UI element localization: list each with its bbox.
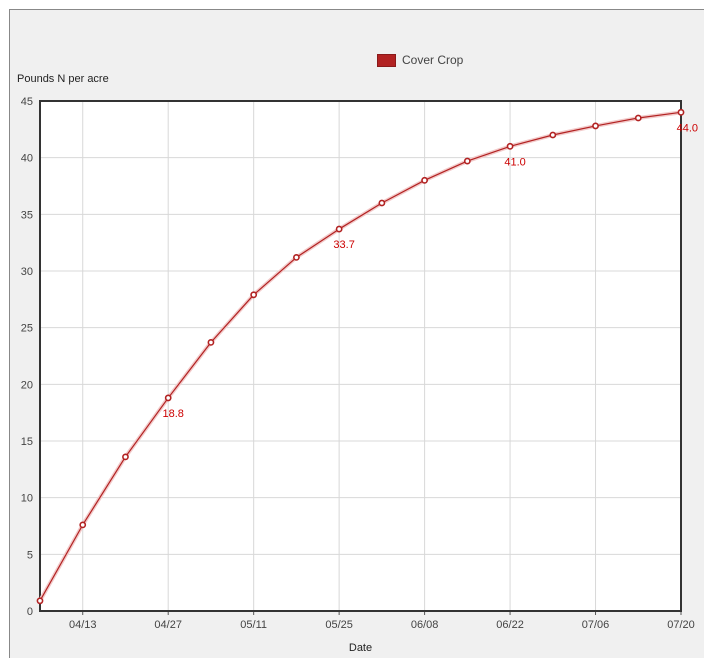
x-tick-label: 06/08 [411, 619, 439, 631]
data-point [421, 176, 428, 184]
data-point [250, 291, 258, 299]
data-point [122, 453, 129, 461]
y-tick-label: 30 [21, 266, 33, 278]
data-point [463, 157, 471, 165]
x-tick-label: 07/06 [582, 619, 610, 631]
plot-area [40, 101, 681, 611]
data-point [549, 131, 557, 139]
x-tick-label: 04/13 [69, 619, 97, 631]
y-tick-label: 10 [21, 493, 33, 505]
legend-label: Cover Crop [402, 53, 464, 67]
plot-border [39, 100, 682, 612]
data-point [164, 394, 172, 402]
y-tick-label: 20 [21, 379, 33, 391]
x-tick-label: 05/25 [325, 619, 353, 631]
data-point [592, 122, 599, 130]
data-point [634, 114, 642, 122]
data-point [378, 199, 386, 207]
series-line [39, 111, 682, 602]
data-label: 18.8 [162, 408, 183, 420]
data-point [292, 253, 300, 261]
data-point [79, 521, 87, 529]
x-tick-label: 07/20 [667, 619, 695, 631]
data-point [677, 108, 685, 116]
y-tick-label: 45 [21, 96, 33, 108]
y-tick-label: 25 [21, 323, 33, 335]
data-label: 44.0 [677, 122, 698, 134]
y-tick-label: 40 [21, 153, 33, 165]
y-tick-label: 35 [21, 209, 33, 221]
data-label: 33.7 [333, 239, 354, 251]
x-tick-label: 05/11 [240, 619, 267, 631]
data-point [36, 597, 44, 605]
x-tick-label: 04/27 [154, 619, 182, 631]
legend-swatch [377, 53, 396, 67]
data-label: 41.0 [504, 156, 525, 168]
y-tick-label: 0 [27, 606, 33, 618]
x-tick-label: 06/22 [496, 619, 524, 631]
data-point [335, 225, 343, 233]
y-tick-label: 5 [27, 549, 33, 561]
y-tick-label: 15 [21, 436, 33, 448]
x-axis-title: Date [349, 642, 372, 654]
data-point [506, 142, 514, 150]
data-point [207, 338, 215, 346]
legend: Cover Crop [377, 53, 463, 67]
y-axis-label: Pounds N per acre [17, 73, 109, 85]
